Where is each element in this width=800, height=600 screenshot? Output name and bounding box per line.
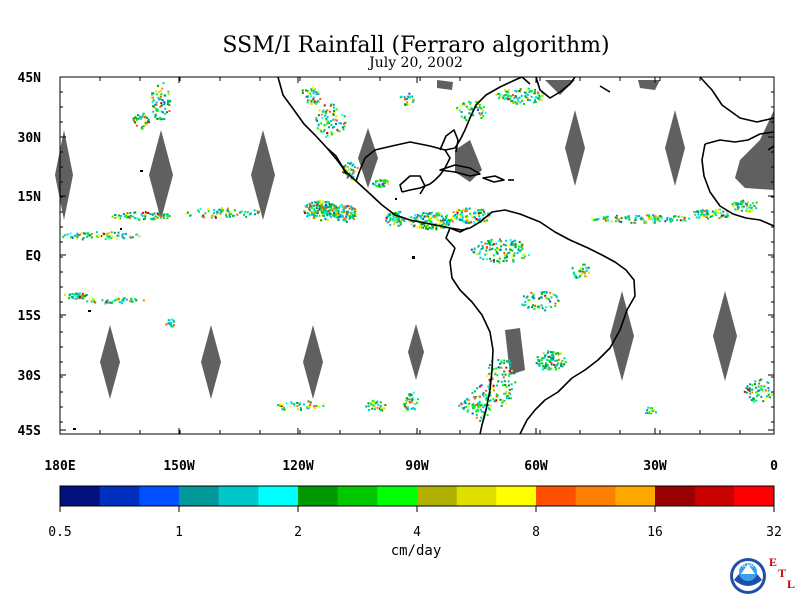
colorbar-swatch [496,486,537,506]
no-data-swath [201,325,221,399]
colorbar-label: 4 [413,525,421,540]
colorbar-swatch [298,486,339,506]
no-data-swath [408,324,424,380]
no-data-swath [610,291,634,381]
lat-tick-label: 30S [18,369,42,384]
lat-tick-label: 45S [18,424,42,439]
no-data-swath [251,130,275,220]
colorbar-label: 2 [294,525,302,540]
colorbar-labels: 0.5 1 2 4 8 16 32 [48,506,782,540]
colorbar-swatch [536,486,577,506]
colorbar-swatch [258,486,299,506]
rainfall-pixels [62,82,774,422]
etl-letter-l: L [787,577,795,591]
lon-tick-label: 150W [163,459,194,474]
no-data-swath [545,80,575,95]
no-data-swath [565,110,585,186]
lon-tick-label: 90W [405,459,429,474]
colorbar-swatch [655,486,696,506]
colorbar-label: 1 [175,525,183,540]
colorbar-swatch [179,486,220,506]
noaa-logo: NOAA [730,558,766,594]
colorbar-unit: cm/day [391,543,442,559]
lon-axis: 180E 150W 120W 90W 60W 30W 0 [44,77,778,474]
colorbar-swatches [59,485,775,507]
etl-logo: E T L [769,555,795,591]
lon-tick-label: 180E [44,459,75,474]
lat-tick-label: 45N [18,71,42,86]
colorbar-label: 16 [647,525,663,540]
no-data-swath [303,325,323,399]
no-data-swath [735,110,774,190]
colorbar-swatch [575,486,616,506]
no-data-swath [713,291,737,381]
no-data-swath [100,325,120,399]
lat-tick-label: EQ [25,249,41,264]
lon-tick-label: 0 [770,459,778,474]
islands [73,170,415,430]
colorbar-label: 32 [766,525,782,540]
no-data-swath [358,128,378,188]
coastlines [277,76,775,435]
noaa-logo-text: NOAA [739,563,756,569]
no-data-swath [665,110,685,186]
colorbar: 0.5 1 2 4 8 16 32 cm/day [48,485,782,559]
etl-letter-e: E [769,555,777,569]
no-data-swath [437,80,453,90]
colorbar-swatch [615,486,656,506]
lon-tick-label: 30W [643,459,667,474]
colorbar-swatch [60,486,101,506]
colorbar-swatch [377,486,418,506]
map-panel [55,76,775,435]
lon-tick-label: 120W [282,459,313,474]
no-data-swath [149,130,173,220]
colorbar-swatch [139,486,180,506]
lat-axis: 45N 30N 15N EQ 15S 30S 45S [18,71,774,439]
map-subtitle: July 20, 2002 [367,55,463,71]
lat-tick-label: 15N [18,190,42,205]
no-data-swaths [55,80,774,399]
colorbar-swatch [417,486,458,506]
lon-tick-label: 60W [524,459,548,474]
colorbar-swatch [99,486,140,506]
colorbar-swatch [734,486,775,506]
lat-tick-label: 15S [18,309,42,324]
colorbar-swatch [337,486,378,506]
colorbar-swatch [694,486,735,506]
etl-letter-t: T [778,566,786,580]
colorbar-swatch [218,486,259,506]
lat-tick-label: 30N [18,131,42,146]
colorbar-label: 8 [532,525,540,540]
map-title: SSM/I Rainfall (Ferraro algorithm) [222,33,609,58]
colorbar-swatch [456,486,497,506]
colorbar-label: 0.5 [48,525,71,540]
